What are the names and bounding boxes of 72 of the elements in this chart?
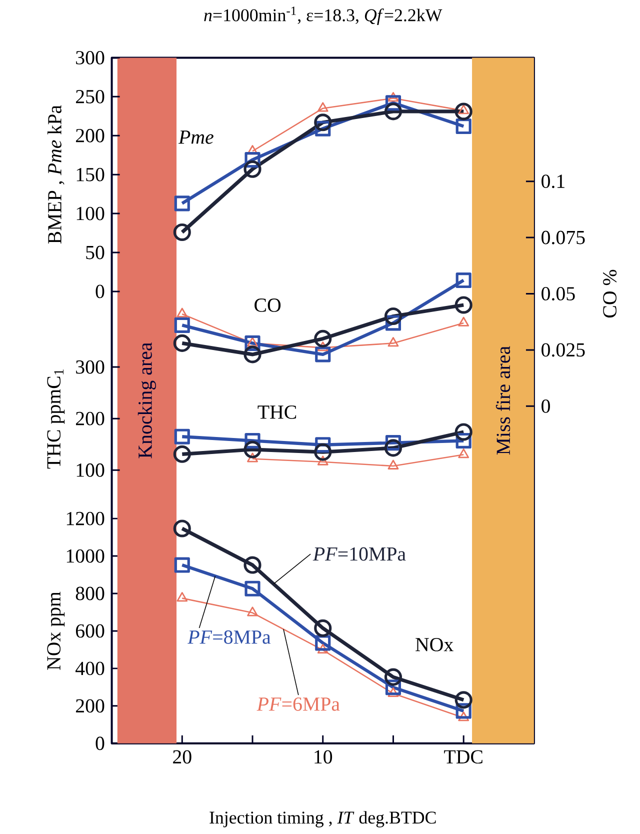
- y-tick-label: 300: [76, 360, 104, 374]
- point: [388, 687, 399, 697]
- annotation: THC: [258, 406, 296, 419]
- point: [247, 337, 258, 347]
- y-tick-label: 100: [76, 206, 104, 220]
- y-tick-label: 50: [86, 246, 104, 260]
- y2-tick-label: 0.075: [542, 230, 585, 244]
- point: [458, 712, 470, 722]
- annotation: CO: [254, 298, 281, 312]
- point: [244, 556, 262, 574]
- y-tick-label: 0: [96, 736, 104, 750]
- series-label: PF=8MPa: [188, 630, 271, 644]
- point: [454, 691, 473, 709]
- point: [174, 317, 190, 334]
- y2-tick-label: 0.1: [542, 174, 565, 188]
- point: [384, 102, 402, 120]
- point: [318, 644, 328, 654]
- y2-tick-label: 0: [542, 399, 550, 413]
- band-label: Miss fire area: [496, 346, 510, 455]
- y-tick-label: 600: [76, 624, 104, 638]
- y2-tick-label: 0.025: [542, 343, 585, 357]
- series-label: PF=6MPa: [256, 697, 340, 711]
- y-tick-label: 1200: [67, 512, 104, 526]
- point: [456, 272, 472, 288]
- point: [173, 223, 192, 242]
- y-axis-title: BMEP , Pme kPa: [48, 105, 64, 244]
- point: [388, 337, 399, 347]
- point: [176, 592, 188, 602]
- point: [315, 346, 331, 362]
- point: [384, 307, 402, 326]
- y-tick-label: 100: [76, 463, 104, 477]
- point: [314, 330, 332, 348]
- point: [454, 296, 473, 314]
- y2-axis-title: CO %: [603, 270, 617, 318]
- point: [244, 346, 262, 364]
- point: [174, 196, 190, 212]
- x-axis-title: Injection timing , IT deg.BTDC: [210, 811, 436, 828]
- y-tick-label: 150: [76, 168, 104, 182]
- y-tick-label: 200: [76, 699, 104, 713]
- y-tick-label: 1000: [67, 549, 104, 563]
- point: [458, 316, 470, 326]
- chart-title: n=1000min$^{-1}$, ε=18.3, Qf=2.2kW: [204, 6, 442, 25]
- x-tick-label: 20: [173, 750, 192, 764]
- annotation: Pme: [178, 130, 214, 144]
- point: [174, 557, 190, 573]
- y-tick-label: 200: [76, 128, 104, 142]
- point: [314, 114, 332, 132]
- y-tick-label: 0: [96, 284, 104, 298]
- y-tick-label: 800: [76, 586, 104, 600]
- y2-tick-label: 0.05: [542, 286, 575, 300]
- point: [173, 334, 192, 352]
- text: PF=10MPa: [312, 547, 406, 561]
- y-axis-title: NOx ppm: [47, 592, 65, 670]
- y-tick-label: 300: [76, 51, 104, 64]
- point: [173, 520, 192, 538]
- y-tick-label: 200: [76, 412, 104, 426]
- point: [244, 580, 260, 596]
- point: [314, 619, 332, 637]
- band-label: Knocking area: [138, 342, 156, 458]
- y-tick-label: 250: [76, 90, 104, 104]
- point: [388, 92, 399, 102]
- point: [384, 668, 402, 686]
- point: [318, 102, 328, 112]
- y-axis-title: THC ppmC$_{1}$: [47, 369, 65, 469]
- x-tick-label: 10: [314, 750, 332, 764]
- point: [244, 160, 262, 178]
- point: [454, 102, 473, 120]
- point: [247, 606, 258, 616]
- point: [176, 308, 188, 318]
- annotation: NOx: [416, 638, 454, 652]
- y-tick-label: 400: [76, 662, 104, 676]
- x-tick-label: TDC: [444, 750, 483, 764]
